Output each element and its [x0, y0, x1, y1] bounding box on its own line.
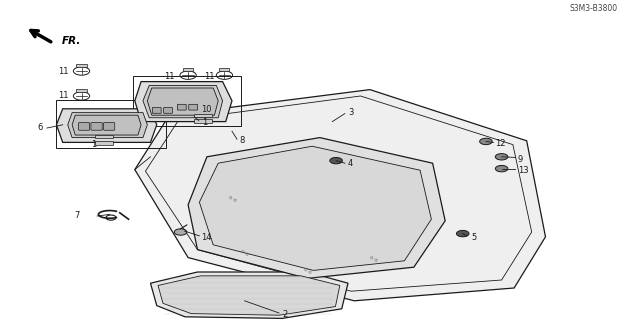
FancyBboxPatch shape: [95, 141, 113, 145]
Polygon shape: [150, 272, 348, 318]
FancyBboxPatch shape: [76, 89, 87, 92]
Polygon shape: [135, 90, 545, 301]
Text: 4: 4: [348, 159, 353, 168]
Text: 11: 11: [58, 67, 68, 76]
FancyBboxPatch shape: [183, 68, 193, 71]
FancyBboxPatch shape: [152, 108, 161, 113]
FancyBboxPatch shape: [194, 119, 212, 123]
Text: o o: o o: [302, 266, 312, 275]
FancyBboxPatch shape: [177, 104, 186, 110]
Text: S3M3-B3800: S3M3-B3800: [569, 4, 618, 13]
Polygon shape: [56, 109, 157, 142]
Text: 11: 11: [58, 92, 68, 100]
Text: 5: 5: [472, 233, 477, 242]
FancyBboxPatch shape: [194, 114, 212, 117]
Text: 10: 10: [201, 105, 211, 114]
Text: o o: o o: [227, 194, 237, 203]
FancyBboxPatch shape: [76, 64, 87, 67]
Polygon shape: [68, 113, 147, 138]
Text: 3: 3: [348, 108, 354, 117]
Polygon shape: [135, 82, 232, 122]
Text: 12: 12: [495, 139, 506, 148]
Circle shape: [456, 230, 469, 237]
FancyBboxPatch shape: [78, 123, 90, 130]
Text: o o: o o: [368, 255, 378, 263]
Circle shape: [495, 154, 508, 160]
Polygon shape: [147, 88, 218, 115]
FancyBboxPatch shape: [91, 123, 102, 130]
Text: 11: 11: [204, 72, 214, 81]
Polygon shape: [72, 115, 141, 135]
Text: FR.: FR.: [61, 36, 81, 46]
Circle shape: [188, 114, 201, 120]
Text: o o: o o: [240, 249, 250, 257]
FancyBboxPatch shape: [219, 68, 229, 71]
Polygon shape: [188, 138, 445, 278]
Circle shape: [330, 157, 342, 164]
FancyBboxPatch shape: [189, 104, 198, 110]
Text: 13: 13: [518, 166, 529, 175]
Circle shape: [174, 229, 187, 235]
Text: 11: 11: [164, 72, 175, 81]
Text: 2: 2: [282, 310, 287, 319]
Text: 9: 9: [518, 155, 523, 164]
Text: 8: 8: [240, 136, 245, 145]
FancyBboxPatch shape: [164, 108, 172, 113]
Text: 7: 7: [74, 212, 80, 220]
Polygon shape: [143, 85, 223, 118]
Text: 14: 14: [201, 233, 211, 242]
Polygon shape: [199, 146, 431, 270]
Text: 1: 1: [203, 118, 208, 127]
FancyBboxPatch shape: [103, 123, 115, 130]
Text: 6: 6: [38, 124, 43, 132]
Circle shape: [480, 138, 492, 145]
FancyBboxPatch shape: [95, 135, 113, 138]
Circle shape: [495, 165, 508, 172]
Polygon shape: [158, 276, 340, 315]
Text: 1: 1: [91, 140, 96, 149]
